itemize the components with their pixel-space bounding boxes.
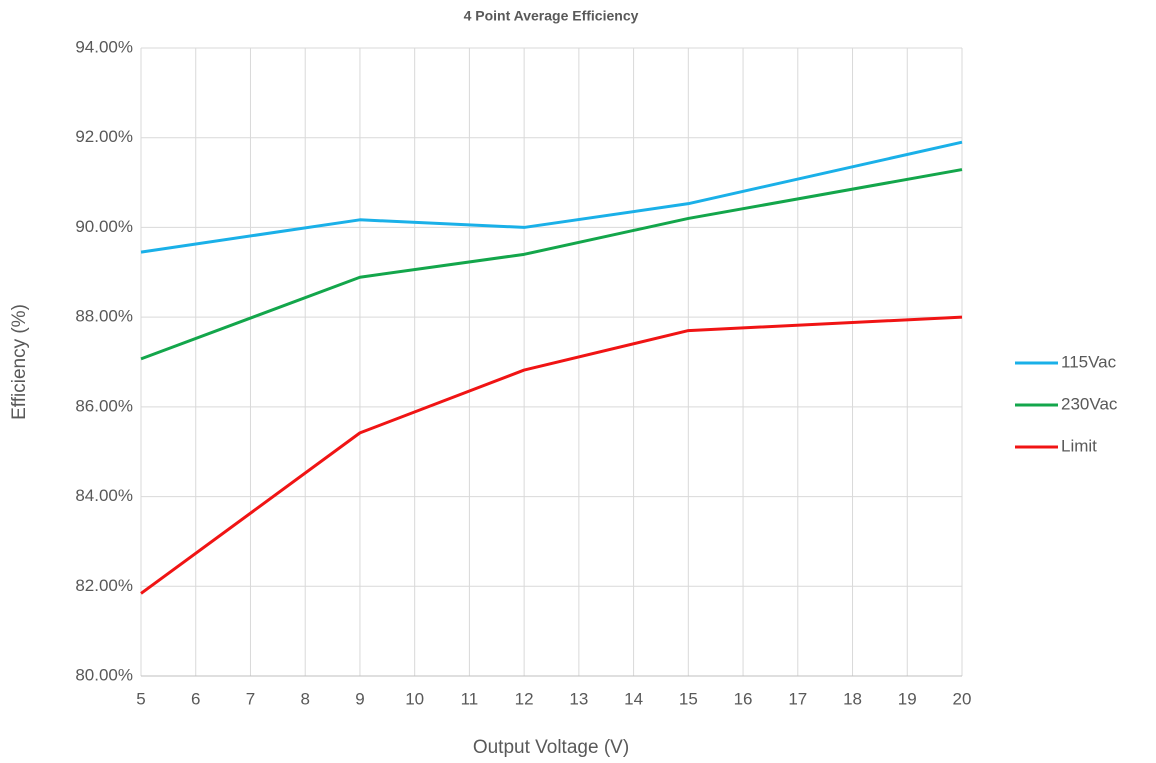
x-tick-label: 13 [569, 689, 588, 708]
legend-label: Limit [1061, 436, 1097, 455]
y-tick-label: 86.00% [75, 396, 133, 415]
x-tick-label: 11 [461, 689, 479, 708]
y-tick-label: 84.00% [75, 486, 133, 505]
x-tick-label: 9 [355, 689, 364, 708]
x-tick-label: 12 [515, 689, 534, 708]
x-tick-label: 17 [788, 689, 807, 708]
x-tick-label: 20 [953, 689, 972, 708]
x-tick-label: 5 [136, 689, 145, 708]
chart-title: 4 Point Average Efficiency [464, 8, 639, 24]
x-tick-label: 6 [191, 689, 200, 708]
series-line [140, 315, 963, 595]
x-tick-label: 19 [898, 689, 917, 708]
y-tick-label: 94.00% [75, 37, 133, 56]
x-tick-label: 10 [405, 689, 424, 708]
legend-label: 115Vac [1061, 352, 1117, 371]
x-tick-label: 7 [246, 689, 255, 708]
y-axis-label: Efficiency (%) [9, 304, 30, 420]
y-tick-label: 82.00% [75, 576, 133, 595]
y-tick-label: 80.00% [75, 665, 133, 684]
x-tick-label: 15 [679, 689, 698, 708]
y-tick-label: 88.00% [75, 307, 133, 326]
x-tick-label: 14 [624, 689, 643, 708]
x-axis-label: Output Voltage (V) [473, 737, 629, 758]
series-line [140, 168, 963, 361]
x-tick-label: 18 [843, 689, 862, 708]
x-tick-label: 8 [300, 689, 309, 708]
x-tick-label: 16 [734, 689, 753, 708]
series-line [140, 140, 963, 254]
y-tick-label: 92.00% [75, 127, 133, 146]
legend-label: 230Vac [1061, 394, 1118, 413]
y-tick-label: 90.00% [75, 217, 133, 236]
